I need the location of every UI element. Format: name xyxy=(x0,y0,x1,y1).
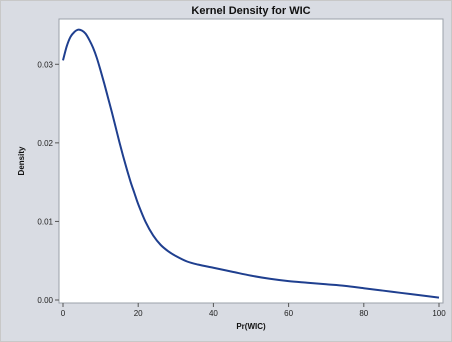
y-axis-ticks: 0.00 0.01 0.02 0.03 xyxy=(37,60,59,305)
x-tick-label: 60 xyxy=(284,309,293,318)
y-axis-label: Density xyxy=(17,146,26,175)
x-tick-label: 80 xyxy=(359,309,368,318)
density-curve xyxy=(62,28,440,299)
x-axis-ticks: 0 20 40 60 80 100 xyxy=(61,303,446,318)
y-tick-label: 0.00 xyxy=(37,296,53,305)
chart-title: Kernel Density for WIC xyxy=(191,5,310,17)
x-tick-label: 20 xyxy=(134,309,143,318)
x-tick-label: 0 xyxy=(61,309,66,318)
y-tick-label: 0.03 xyxy=(37,60,53,69)
x-tick-label: 100 xyxy=(432,309,446,318)
plot-area xyxy=(58,18,444,304)
x-axis-label: Pr(WIC) xyxy=(236,322,266,331)
y-tick-label: 0.02 xyxy=(37,139,53,148)
x-tick-label: 40 xyxy=(209,309,218,318)
y-tick-label: 0.01 xyxy=(37,217,53,226)
